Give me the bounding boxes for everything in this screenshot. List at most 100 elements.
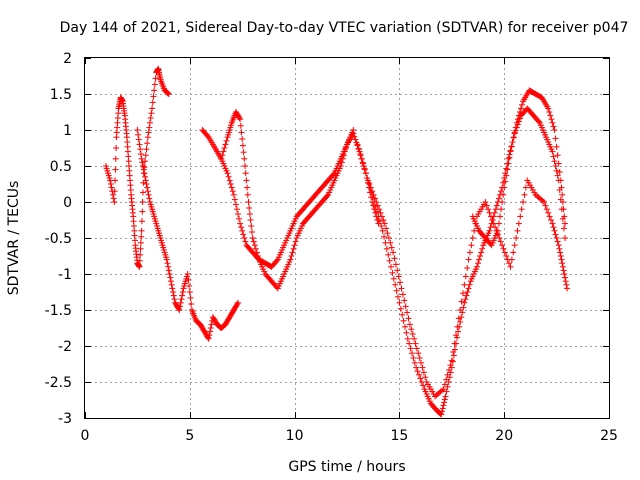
track-b-point bbox=[167, 278, 174, 285]
track-g-fill-point bbox=[508, 143, 515, 150]
track-b-fill-point bbox=[187, 295, 194, 301]
track-g-point bbox=[561, 220, 568, 227]
x-tick-label: 5 bbox=[185, 428, 194, 444]
track-c-fill-point bbox=[225, 173, 232, 180]
track-b-fill-point bbox=[171, 296, 178, 303]
track-d-fill-point bbox=[351, 133, 358, 140]
track-a-point bbox=[165, 91, 172, 97]
track-b-fill-point bbox=[177, 299, 184, 306]
track-e-fill-point bbox=[498, 188, 505, 195]
track-g-fill-point bbox=[553, 143, 560, 150]
track-f-point bbox=[440, 386, 447, 393]
y-tick-label: 2 bbox=[63, 51, 72, 67]
track-e-fill-point bbox=[503, 165, 510, 172]
track-f-fill-point bbox=[376, 206, 383, 213]
track-a-fill-point bbox=[112, 177, 119, 184]
track-c-fill-point bbox=[233, 206, 240, 213]
track-c-fill-point bbox=[239, 227, 246, 234]
track-f-fill-point bbox=[443, 376, 450, 383]
track-b-fill-point bbox=[186, 283, 193, 289]
track-e-fill-point bbox=[401, 323, 408, 330]
track-a-fill-point bbox=[151, 81, 158, 88]
track-f-fill-point bbox=[394, 267, 401, 274]
track-c-fill-point bbox=[232, 201, 239, 208]
track-f-fill-point bbox=[455, 315, 462, 322]
track-d-fill-point bbox=[292, 238, 299, 245]
track-g-fill-point bbox=[559, 191, 566, 198]
track-f-fill-point bbox=[554, 238, 561, 245]
track-a-point bbox=[149, 105, 156, 112]
track-f-fill-point bbox=[385, 235, 392, 241]
track-f-fill-point bbox=[377, 209, 384, 216]
track-f-point bbox=[364, 177, 371, 184]
track-g-point bbox=[507, 148, 514, 155]
track-e-fill-point bbox=[460, 304, 467, 311]
track-a-fill-point bbox=[149, 99, 156, 106]
track-g-fill-point bbox=[554, 152, 561, 159]
track-b-fill-point bbox=[135, 136, 142, 143]
track-e-fill-point bbox=[495, 195, 502, 202]
track-f-fill-point bbox=[412, 340, 419, 347]
track-a-point bbox=[144, 134, 151, 141]
track-f-fill-point bbox=[444, 371, 451, 378]
track-b-point bbox=[205, 335, 212, 342]
y-tick-label: -3 bbox=[58, 411, 72, 427]
track-d-point bbox=[218, 155, 225, 162]
track-f-fill-point bbox=[422, 374, 429, 381]
track-f-fill-point bbox=[539, 197, 546, 204]
track-f-fill-point bbox=[408, 326, 415, 333]
track-b-fill-point bbox=[177, 303, 184, 310]
track-a-fill-point bbox=[139, 199, 146, 205]
track-f-fill-point bbox=[487, 213, 494, 220]
track-e-point bbox=[438, 411, 445, 418]
track-g-fill-point bbox=[503, 172, 510, 179]
track-g-fill-point bbox=[505, 160, 512, 167]
track-f-fill-point bbox=[500, 245, 507, 252]
track-e-point bbox=[396, 299, 403, 306]
track-e-fill-point bbox=[390, 275, 397, 282]
track-e-fill-point bbox=[376, 218, 383, 225]
track-e-fill-point bbox=[476, 256, 483, 263]
track-b-fill-point bbox=[140, 166, 147, 173]
track-f-point bbox=[482, 199, 489, 205]
track-a-fill-point bbox=[139, 189, 146, 196]
track-f-point bbox=[490, 220, 497, 227]
x-tick-label: 25 bbox=[600, 428, 618, 444]
track-b-fill-point bbox=[137, 151, 144, 157]
track-a-fill-point bbox=[138, 218, 145, 225]
track-f-fill-point bbox=[420, 369, 427, 376]
track-f-fill-point bbox=[405, 315, 412, 322]
track-g-fill-point bbox=[517, 105, 524, 112]
track-f-fill-point bbox=[370, 191, 377, 198]
track-b-point bbox=[184, 271, 191, 277]
y-tick-label: 0 bbox=[63, 195, 72, 211]
track-f-fill-point bbox=[508, 256, 515, 263]
track-b-fill-point bbox=[178, 296, 185, 303]
track-e-fill-point bbox=[554, 172, 561, 179]
track-g-fill-point bbox=[511, 129, 518, 136]
track-g-fill-point bbox=[509, 139, 516, 145]
track-b-fill-point bbox=[207, 328, 214, 335]
track-b-fill-point bbox=[206, 332, 213, 339]
track-b-fill-point bbox=[170, 289, 177, 295]
track-b-fill-point bbox=[142, 173, 149, 180]
track-e-point bbox=[442, 393, 449, 400]
track-c-fill-point bbox=[238, 224, 245, 231]
track-g-fill-point bbox=[500, 191, 507, 198]
track-g-fill-point bbox=[560, 206, 567, 213]
track-g-fill-point bbox=[516, 109, 523, 115]
track-f-point bbox=[398, 285, 405, 292]
track-e-fill-point bbox=[383, 245, 390, 252]
y-tick-label: -0.5 bbox=[45, 231, 72, 247]
track-b-point bbox=[163, 256, 170, 263]
track-e-point bbox=[362, 170, 369, 177]
track-d-fill-point bbox=[243, 177, 250, 184]
track-a-fill-point bbox=[151, 87, 158, 94]
track-f-fill-point bbox=[367, 184, 374, 191]
track-d-fill-point bbox=[339, 155, 346, 162]
track-f-point bbox=[541, 199, 548, 205]
track-b-point bbox=[138, 155, 145, 162]
track-c-fill-point bbox=[240, 231, 247, 238]
track-d-fill-point bbox=[246, 211, 253, 217]
